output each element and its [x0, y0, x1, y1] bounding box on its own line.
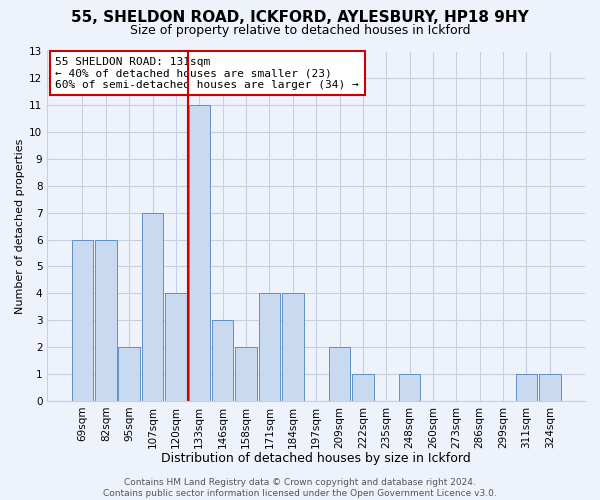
Bar [212, 320, 233, 401]
Y-axis label: Number of detached properties: Number of detached properties [15, 138, 25, 314]
Text: 55 SHELDON ROAD: 131sqm
← 40% of detached houses are smaller (23)
60% of semi-de: 55 SHELDON ROAD: 131sqm ← 40% of detache… [55, 56, 359, 90]
Bar [235, 347, 257, 401]
Bar [142, 212, 163, 401]
Text: Contains HM Land Registry data © Crown copyright and database right 2024.
Contai: Contains HM Land Registry data © Crown c… [103, 478, 497, 498]
Text: Size of property relative to detached houses in Ickford: Size of property relative to detached ho… [130, 24, 470, 37]
X-axis label: Distribution of detached houses by size in Ickford: Distribution of detached houses by size … [161, 452, 471, 465]
Bar [515, 374, 537, 401]
Bar [165, 294, 187, 401]
Bar [399, 374, 421, 401]
Bar [72, 240, 93, 401]
Bar [329, 347, 350, 401]
Bar [95, 240, 116, 401]
Bar [188, 105, 210, 401]
Bar [259, 294, 280, 401]
Bar [282, 294, 304, 401]
Bar [352, 374, 374, 401]
Text: 55, SHELDON ROAD, ICKFORD, AYLESBURY, HP18 9HY: 55, SHELDON ROAD, ICKFORD, AYLESBURY, HP… [71, 10, 529, 25]
Bar [118, 347, 140, 401]
Bar [539, 374, 560, 401]
